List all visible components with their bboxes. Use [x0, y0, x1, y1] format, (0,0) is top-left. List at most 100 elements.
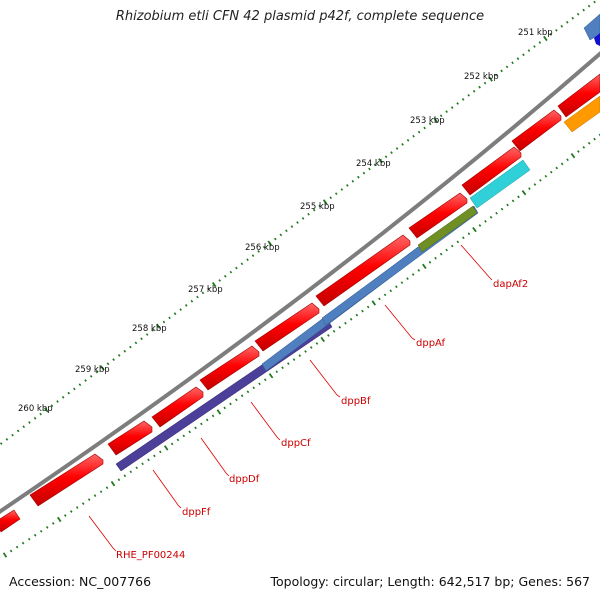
scale-tick [56, 400, 59, 403]
scale-tick [117, 478, 121, 482]
kbp-label: 253 kbp [410, 116, 445, 126]
scale-tick [406, 277, 409, 280]
scale-tick [106, 362, 110, 366]
scale-tick [267, 240, 273, 246]
scale-tick [361, 309, 364, 313]
gene-label-dppDf[interactable]: dppDf [229, 474, 260, 485]
scale-tick [301, 217, 305, 220]
scale-tick [67, 391, 71, 395]
scale-tick [168, 316, 171, 320]
scale-tick [145, 333, 149, 336]
scale-tick [500, 207, 504, 211]
scale-tick [576, 12, 580, 16]
scale-tick [357, 175, 360, 179]
gene-labels: dapAf2 dppAf dppBf dppCf dppDf dppFf RHE… [116, 279, 528, 561]
gene-orange[interactable] [563, 95, 600, 133]
scale-tick [93, 494, 97, 498]
scale-tick [320, 336, 325, 343]
scale-tick [117, 354, 121, 357]
scale-tick [285, 229, 288, 233]
scale-tick [275, 370, 279, 374]
kbp-labels: 251 kbp 252 kbp 253 kbp 254 kbp 255 kbp … [18, 28, 553, 414]
gene-label-dppAf[interactable]: dppAf [416, 338, 446, 349]
scale-tick [329, 196, 333, 200]
scale-tick [129, 345, 132, 349]
scale-tick [110, 480, 116, 487]
scale-tick [478, 85, 481, 89]
scale-tick [100, 365, 105, 371]
gene-label-dppFf[interactable]: dppFf [182, 507, 211, 518]
scale-tick [456, 102, 459, 105]
gene-arrow[interactable] [199, 345, 260, 391]
scale-tick [322, 199, 328, 205]
scale-tick [84, 379, 87, 382]
gene-label-rhe-pf00244[interactable]: RHE_PF00244 [116, 550, 185, 561]
scale-tick [539, 179, 542, 182]
scale-tick [281, 366, 284, 370]
scale-tick [162, 320, 166, 324]
scale-tick [176, 438, 180, 442]
kbp-label: 251 kbp [518, 28, 553, 38]
scale-tick [252, 386, 255, 390]
scale-tick [506, 203, 509, 207]
gene-arrow[interactable] [29, 453, 104, 507]
gene-arrow[interactable] [557, 73, 600, 118]
scale-tick [577, 150, 580, 153]
gene-arrow[interactable] [151, 386, 204, 428]
scale-tick [344, 321, 347, 325]
scale-tick [45, 525, 49, 529]
gene-label-dppCf[interactable]: dppCf [281, 438, 311, 449]
scale-tick [21, 541, 25, 545]
scale-tick [75, 506, 79, 509]
scale-tick [461, 98, 465, 101]
gene-arrow[interactable] [315, 234, 411, 307]
gene-blue-top[interactable] [594, 33, 600, 46]
scale-tick [99, 490, 103, 494]
scale-tick [378, 297, 381, 301]
scale-tick [570, 152, 576, 159]
gene-arrow[interactable] [408, 192, 468, 239]
scale-tick [400, 281, 404, 284]
scale-tick [549, 170, 553, 174]
scale-tick [417, 130, 421, 134]
scale-tick [346, 184, 349, 187]
accession-text: Accession: NC_007766 [9, 574, 152, 589]
scale-tick [467, 232, 471, 236]
gene-arrow[interactable] [511, 109, 562, 152]
gene-label-dppBf[interactable]: dppBf [341, 396, 371, 407]
scale-tick [216, 409, 222, 415]
gene-label-dapAf2[interactable]: dapAf2 [493, 279, 528, 290]
scale-tick [16, 429, 20, 433]
scale-tick [151, 329, 155, 332]
kbp-label: 254 kbp [356, 159, 391, 169]
scale-tick [2, 552, 8, 558]
scale-tick [582, 146, 586, 149]
scale-tick [262, 245, 266, 249]
scale-tick [296, 221, 299, 224]
gene-cyan[interactable] [469, 159, 531, 209]
scale-tick [87, 498, 91, 501]
gene-arrow[interactable] [0, 509, 21, 533]
scale-tick [566, 158, 569, 162]
scale-tick [340, 188, 344, 191]
gene-arrow[interactable] [107, 420, 153, 456]
gene-steel-top[interactable] [583, 13, 600, 41]
scale-tick [406, 138, 410, 142]
scale-tick [549, 33, 553, 36]
scale-tick [434, 256, 437, 260]
scale-tick [179, 308, 182, 311]
gene-dapAf2[interactable] [417, 205, 478, 253]
scale-tick [417, 269, 421, 272]
scale-tick [560, 162, 564, 166]
scale-tick [257, 250, 260, 253]
scale-tick [223, 274, 227, 278]
scale-tick [511, 199, 515, 203]
gene-arrow[interactable] [254, 302, 320, 352]
scale-tick [384, 155, 388, 159]
scale-tick [112, 358, 115, 361]
scale-tick [378, 158, 383, 164]
gene-arrow[interactable] [461, 146, 522, 196]
scale-tick [395, 147, 399, 150]
scale-tick [462, 236, 465, 240]
scale-tick [533, 45, 536, 48]
